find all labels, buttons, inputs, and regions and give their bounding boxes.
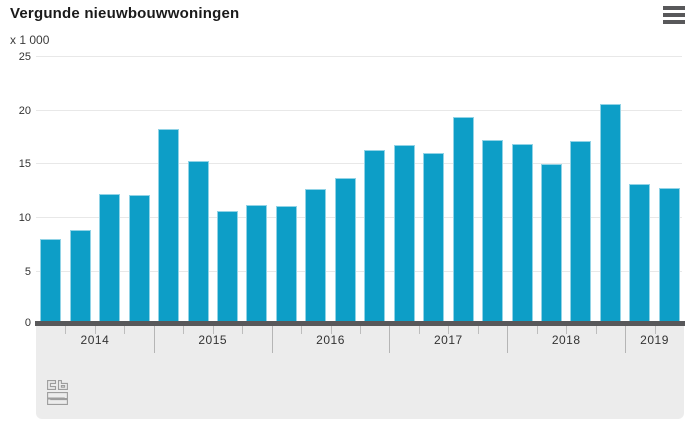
year-label-2016: 2016: [316, 333, 345, 347]
quarter-tick: [212, 326, 214, 334]
gridline-10: [36, 217, 682, 219]
x-axis-panel: 2014 2015 2016 2017 2018 2019: [36, 326, 684, 419]
quarter-tick: [566, 326, 568, 334]
quarter-tick: [242, 326, 244, 334]
bar-2017-4[interactable]: [482, 139, 504, 326]
page-title: Vergunde nieuwbouwwoningen: [10, 5, 240, 22]
bar-2014-4[interactable]: [128, 194, 150, 326]
y-tick-label-20: 20: [18, 104, 31, 117]
hamburger-menu-icon: [663, 6, 686, 24]
bar-2018-4[interactable]: [599, 104, 621, 326]
year-separator: [389, 326, 391, 353]
quarter-tick: [595, 326, 597, 334]
quarter-tick: [477, 326, 479, 334]
menu-button[interactable]: [663, 6, 686, 25]
bar-2019-2[interactable]: [658, 188, 680, 326]
quarter-tick: [124, 326, 126, 334]
y-tick-label-0: 0: [24, 317, 31, 329]
y-axis: 0 5 10 15 20 25: [0, 44, 31, 329]
bar-2017-1[interactable]: [393, 145, 415, 326]
bar-2015-4[interactable]: [246, 205, 268, 326]
gridline-5: [36, 271, 682, 273]
bar-2018-1[interactable]: [511, 144, 533, 326]
year-label-2014: 2014: [80, 333, 110, 347]
quarter-tick: [65, 326, 67, 334]
y-tick-label-25: 25: [18, 50, 31, 63]
bar-2016-4[interactable]: [364, 150, 386, 326]
quarter-tick: [301, 326, 303, 334]
bar-2016-1[interactable]: [275, 206, 297, 326]
bar-2018-2[interactable]: [540, 164, 562, 326]
quarter-tick: [448, 326, 450, 334]
x-axis-year-row: 2014 2015 2016 2017 2018 2019: [36, 326, 684, 353]
quarter-tick: [418, 326, 420, 334]
year-label-2018: 2018: [551, 333, 581, 347]
year-separator: [625, 326, 627, 353]
quarter-tick: [360, 326, 361, 334]
x-axis-baseline: [35, 321, 685, 326]
quarter-tick: [330, 326, 332, 334]
bar-2015-2[interactable]: [187, 161, 209, 326]
year-separator: [153, 326, 155, 353]
year-label-2015: 2015: [198, 333, 228, 347]
year-label-2019: 2019: [640, 333, 669, 347]
quarter-tick: [536, 326, 538, 334]
quarter-tick: [94, 326, 96, 334]
bar-2015-1[interactable]: [158, 128, 180, 326]
y-tick-label-5: 5: [24, 266, 31, 279]
year-label-2017: 2017: [434, 333, 463, 347]
y-tick-label-15: 15: [18, 158, 31, 171]
cbs-logo: [47, 380, 68, 405]
plot-area: [35, 44, 685, 326]
gridline-15: [36, 163, 682, 165]
year-separator: [271, 326, 273, 353]
bar-2017-2[interactable]: [423, 152, 445, 326]
gridline-20: [36, 109, 682, 111]
bar-2014-2[interactable]: [69, 230, 91, 326]
bar-2016-2[interactable]: [305, 189, 327, 326]
bar-2015-3[interactable]: [216, 210, 238, 326]
quarter-tick: [654, 326, 656, 334]
y-axis-unit-label: x 1 000: [10, 33, 50, 47]
bar-2014-1[interactable]: [40, 238, 62, 326]
year-separator: [507, 326, 509, 353]
quarter-tick: [183, 326, 185, 334]
y-tick-label-10: 10: [18, 212, 31, 225]
bar-2019-1[interactable]: [629, 183, 651, 326]
bar-2018-3[interactable]: [570, 140, 592, 326]
bar-2017-3[interactable]: [452, 117, 474, 326]
bar-2016-3[interactable]: [334, 178, 356, 326]
gridline-25: [36, 55, 682, 57]
bar-2014-3[interactable]: [99, 193, 121, 326]
